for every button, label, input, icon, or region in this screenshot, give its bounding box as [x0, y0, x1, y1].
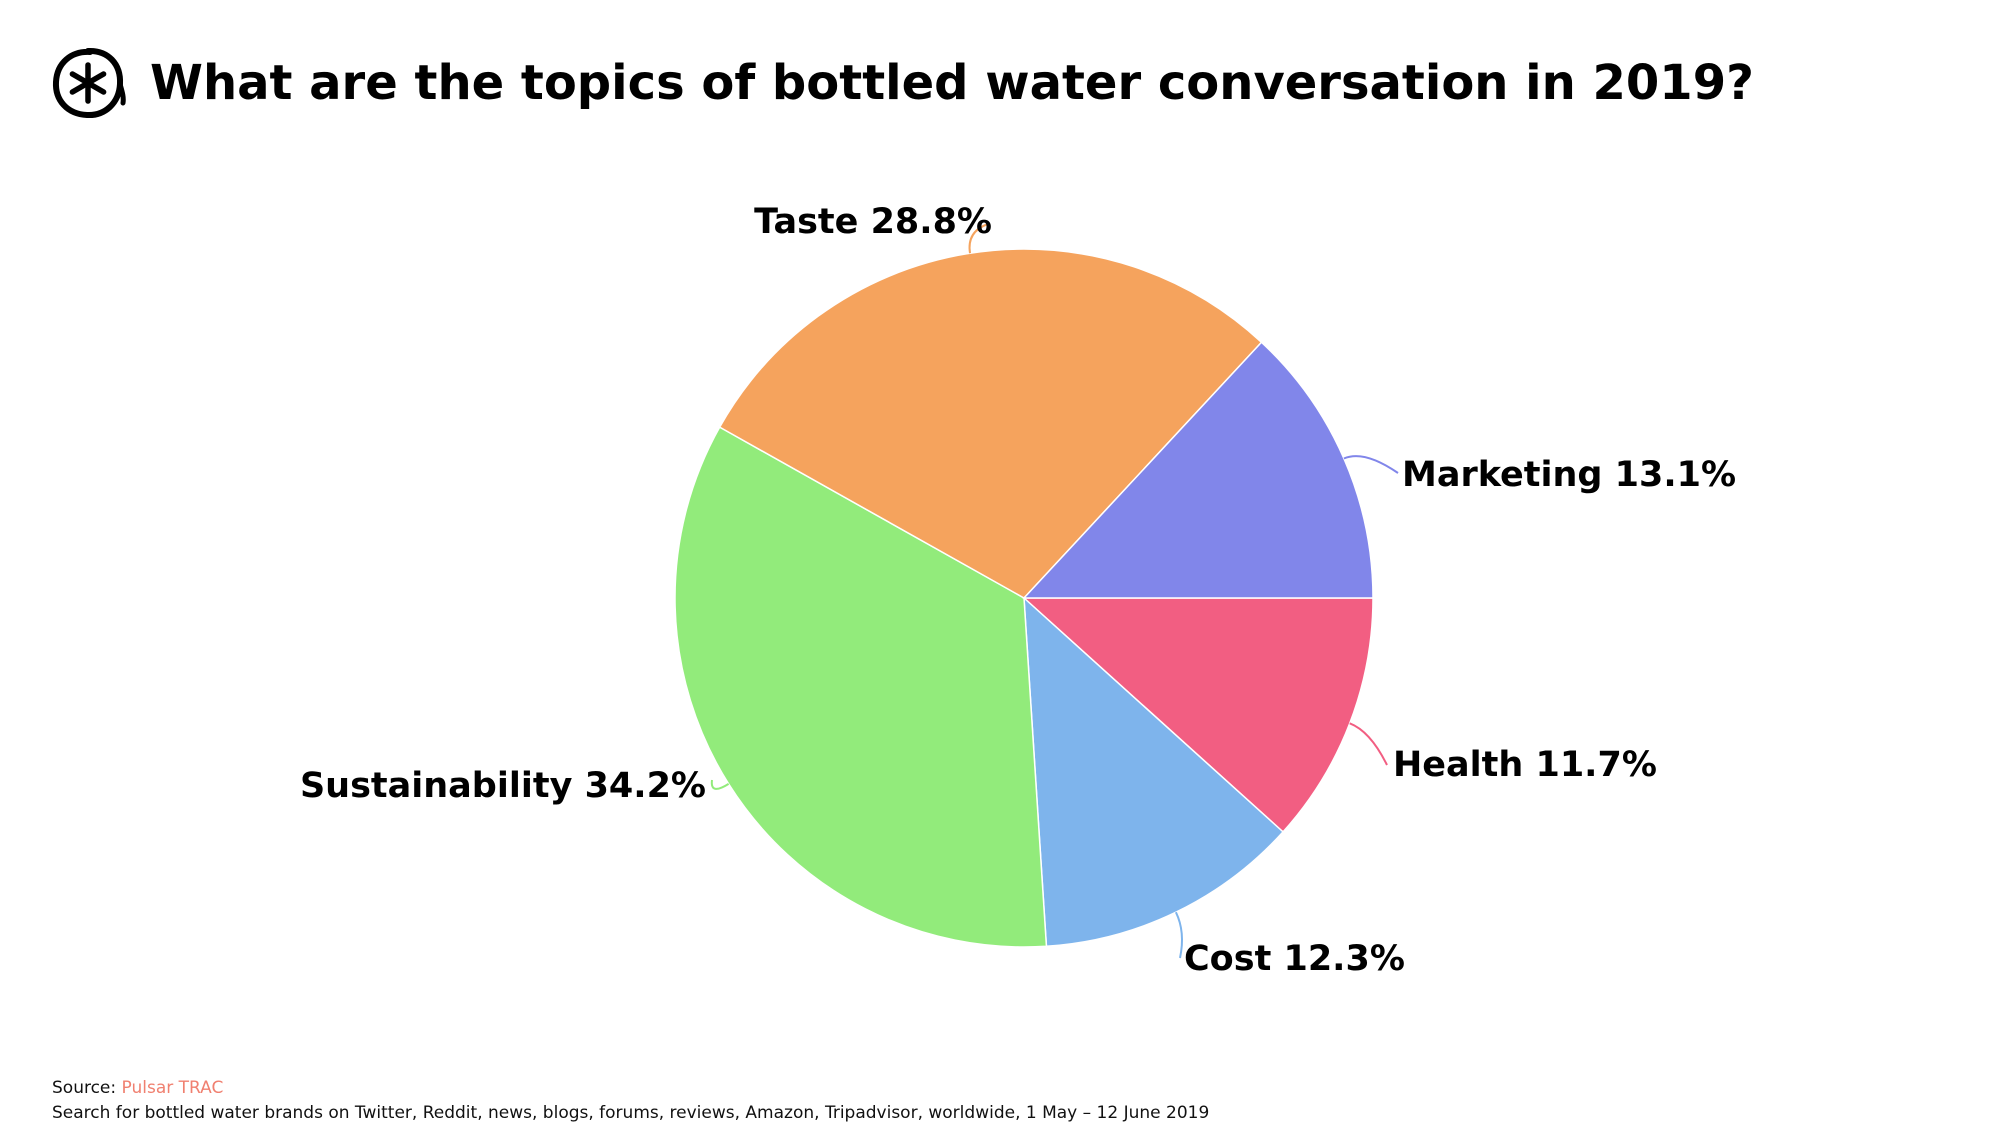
slice-label-health: Health 11.7%	[1393, 745, 1657, 785]
leader-line-marketing	[1343, 455, 1399, 474]
leader-line-health	[1349, 722, 1388, 766]
footer: Source: Pulsar TRAC Search for bottled w…	[52, 1076, 1209, 1126]
source-label: Source:	[52, 1078, 117, 1098]
pie-leader-lines	[710, 223, 1399, 959]
slice-label-marketing: Marketing 13.1%	[1402, 455, 1736, 495]
pie-slice-marketing	[1022, 341, 1374, 599]
source-link[interactable]: Pulsar TRAC	[121, 1078, 224, 1098]
source-line: Source: Pulsar TRAC	[52, 1076, 1209, 1101]
asterisk-circle-icon	[52, 47, 126, 119]
slice-label-cost: Cost 12.3%	[1184, 939, 1405, 979]
pie-slices	[674, 248, 1374, 948]
leader-line-taste	[968, 223, 989, 254]
slice-label-taste: Taste 28.8%	[754, 202, 992, 242]
pie-slice-sustainability	[674, 426, 1048, 948]
pie-slice-health	[1022, 597, 1374, 833]
leader-line-cost	[1174, 911, 1184, 959]
source-note: Search for bottled water brands on Twitt…	[52, 1103, 1210, 1123]
slice-label-sustainability: Sustainability 34.2%	[300, 766, 706, 806]
page-title: What are the topics of bottled water con…	[150, 55, 1754, 111]
leader-line-sustainability	[710, 779, 730, 790]
pie-slice-taste	[718, 248, 1263, 599]
